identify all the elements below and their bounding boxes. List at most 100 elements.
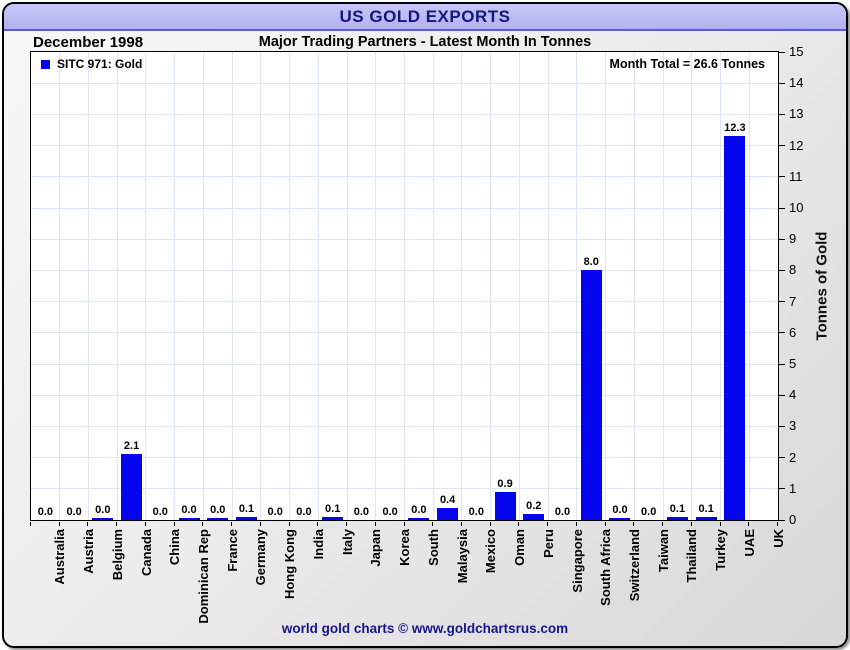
y-tick (779, 457, 785, 459)
y-tick (779, 82, 785, 84)
plot-area: 0.0 0.0 0.0 2.1 0.0 0.0 0.0 0.1 0.0 0.0 0.1 0.0 0.0 0… (30, 51, 779, 521)
x-tick (403, 522, 405, 526)
bar (523, 513, 545, 520)
y-tick (779, 332, 785, 334)
y-tick-label: 7 (789, 293, 797, 309)
y-tick-label: 14 (789, 75, 804, 91)
gridline-v (116, 52, 118, 520)
x-tick (288, 522, 290, 526)
x-tick (202, 522, 204, 526)
y-axis-title: Tonnes of Gold (813, 231, 831, 341)
gridline-v (748, 52, 750, 520)
bar-value-label: 0.4 (439, 493, 456, 506)
bar-value-label: 0.0 (37, 506, 54, 518)
bar-value-label: 2.1 (123, 440, 140, 453)
bar (121, 454, 143, 520)
y-tick-label: 2 (789, 449, 797, 465)
y-tick-label: 3 (789, 418, 797, 434)
bar-value-label: 0.0 (411, 504, 427, 516)
x-tick (777, 522, 778, 526)
y-tick (779, 269, 785, 271)
gridline-v (346, 52, 348, 520)
gridline-v (691, 52, 693, 520)
bar (494, 491, 516, 520)
y-tick (779, 51, 785, 53)
y-tick-label: 5 (789, 356, 797, 371)
y-tick (779, 207, 785, 209)
y-tick (779, 238, 785, 240)
x-tick (518, 522, 520, 526)
bar-value-label: 0.0 (66, 506, 82, 518)
bar-value-label: 0.0 (210, 504, 226, 516)
x-tick (374, 522, 376, 526)
x-tick (460, 522, 462, 526)
gridline-v (461, 52, 463, 520)
gridline-v (145, 52, 147, 520)
bar-value-label: 0.1 (669, 502, 686, 515)
bar (609, 518, 631, 520)
bar-value-label: 0.0 (95, 504, 111, 516)
legend: SITC 971: Gold (41, 57, 142, 71)
bar-value-label: 0.1 (325, 502, 341, 515)
gridline-v (317, 52, 319, 520)
bar-value-label: 0.0 (152, 506, 168, 518)
bar (724, 136, 746, 520)
title-bar: US GOLD EXPORTS (4, 4, 846, 31)
bar-value-label: 0.2 (526, 499, 542, 512)
y-tick-label: 12 (789, 137, 804, 153)
bar-value-label: 0.0 (612, 504, 628, 516)
gridline-v (231, 52, 233, 520)
legend-series-label: SITC 971: Gold (57, 57, 143, 71)
gridline-v (174, 52, 176, 520)
bar-value-label: 0.0 (554, 506, 571, 518)
gridline-v (87, 52, 89, 520)
gridline-v (432, 52, 434, 520)
x-tick (575, 522, 577, 526)
y-tick (779, 145, 785, 147)
x-tick (748, 522, 750, 526)
gridline-v (59, 52, 61, 520)
bar-value-label: 0.0 (296, 506, 312, 518)
bar-value-label: 0.1 (238, 502, 255, 515)
y-tick-label: 9 (789, 231, 797, 247)
gridline-v (547, 52, 549, 520)
bar (666, 516, 688, 520)
y-tick-label: 13 (789, 106, 804, 122)
x-tick (144, 522, 146, 526)
bar (695, 516, 717, 520)
bar-value-label: 0.0 (181, 504, 197, 516)
x-tick (30, 522, 31, 526)
gridline-v (576, 52, 578, 520)
y-tick (779, 301, 785, 303)
y-tick (779, 176, 785, 178)
bar (92, 518, 114, 520)
x-tick (489, 522, 491, 526)
y-tick (779, 394, 785, 396)
bar-value-label: 0.0 (353, 506, 370, 518)
y-axis: 0 1 2 3 4 5 6 7 8 9 10 11 12 13 14 15 (779, 44, 819, 527)
y-tick-label: 15 (789, 44, 804, 59)
bar (580, 270, 602, 520)
x-tick (317, 522, 319, 526)
bar (408, 518, 430, 520)
chart-title: US GOLD EXPORTS (339, 6, 511, 26)
footer-credit: world gold charts © www.goldchartsrus.co… (281, 621, 569, 636)
gridline-v (633, 52, 635, 520)
header-row: December 1998 Major Trading Partners - L… (4, 31, 846, 53)
chart-subtitle: Major Trading Partners - Latest Month In… (258, 34, 592, 50)
x-tick (633, 522, 635, 526)
x-tick (604, 522, 606, 526)
gridline-v (518, 52, 520, 520)
gridline-v (289, 52, 291, 520)
x-tick (547, 522, 549, 526)
bar-value-label: 0.0 (468, 506, 484, 518)
gridline-v (202, 52, 204, 520)
y-tick-label: 4 (789, 387, 797, 403)
bar (437, 507, 459, 520)
month-total-annotation: Month Total = 26.6 Tonnes (609, 57, 765, 71)
x-tick (662, 522, 664, 526)
y-tick (779, 113, 785, 115)
gridline-v (375, 52, 377, 520)
